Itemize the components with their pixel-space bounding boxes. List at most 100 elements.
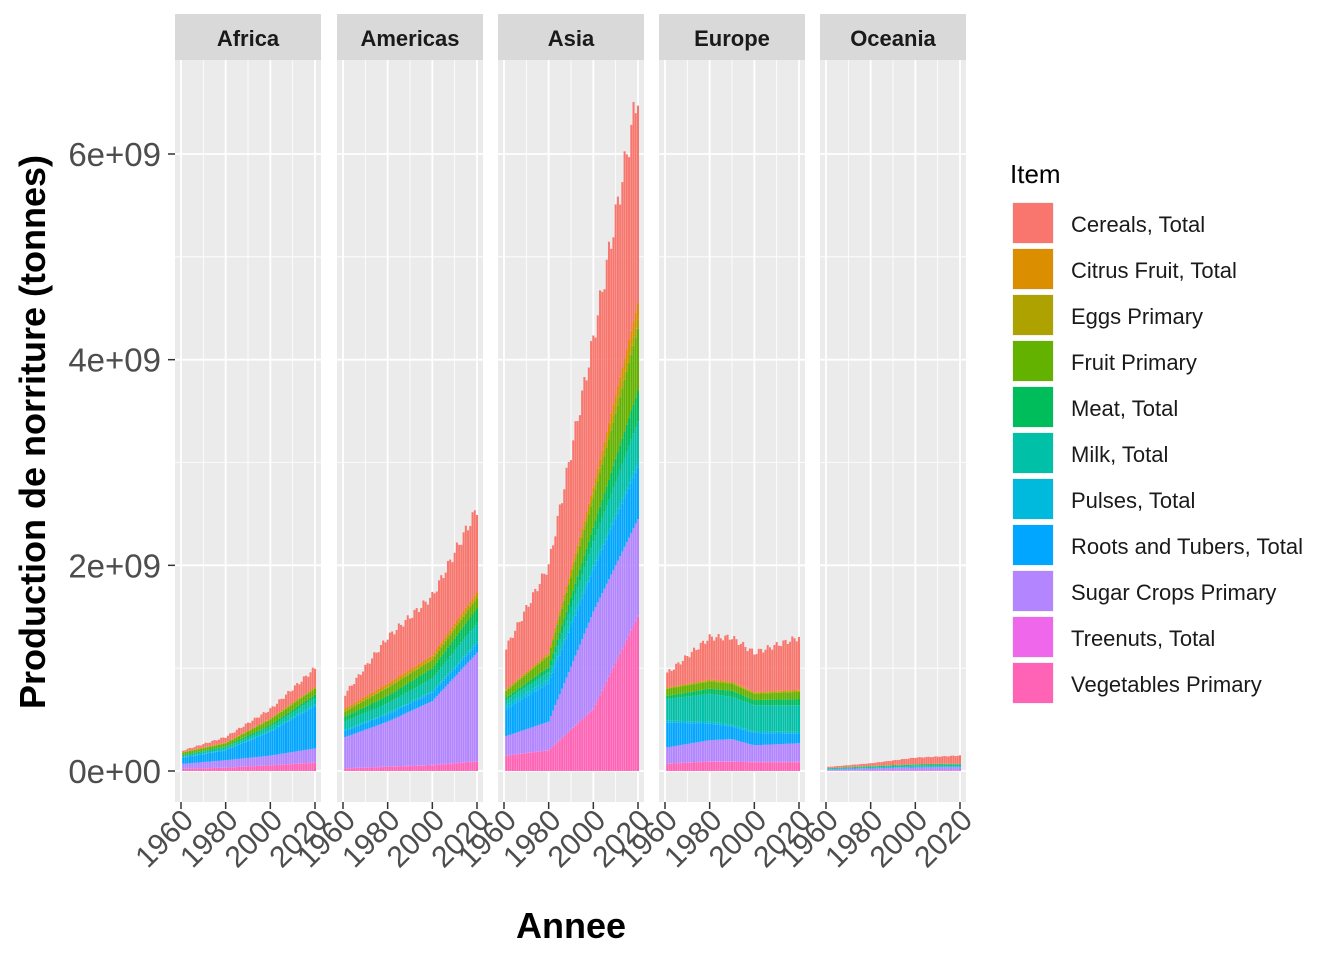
bar-segment-sugar-crops-primary: [532, 727, 534, 752]
bar-segment-pulses-total: [225, 750, 227, 751]
bar-segment-cereals-total: [742, 642, 744, 687]
bar-segment-citrus-fruit-total: [429, 657, 431, 661]
bar-segment-roots-and-tubers-total: [673, 723, 675, 746]
bar-segment-citrus-fruit-total: [301, 696, 303, 697]
bar-segment-pulses-total: [209, 752, 211, 753]
bar-segment-meat-total: [214, 749, 216, 750]
bar-segment-treenuts-total: [612, 667, 614, 668]
bar-segment-vegetables-primary: [287, 764, 289, 771]
bar-segment-milk-total: [782, 705, 784, 732]
bar-segment-vegetables-primary: [413, 766, 415, 771]
bar-segment-milk-total: [668, 699, 670, 721]
bar-segment-meat-total: [937, 764, 939, 765]
bar-segment-sugar-crops-primary: [791, 744, 793, 762]
bar-segment-roots-and-tubers-total: [912, 767, 914, 768]
bar-segment-sugar-crops-primary: [856, 769, 858, 771]
bar-segment-sugar-crops-primary: [709, 740, 711, 761]
bar-segment-roots-and-tubers-total: [269, 732, 271, 756]
bar-segment-roots-and-tubers-total: [505, 709, 507, 736]
bar-segment-citrus-fruit-total: [691, 683, 693, 684]
bar-segment-sugar-crops-primary: [269, 756, 271, 766]
bar-segment-citrus-fruit-total: [762, 692, 764, 693]
bar-segment-eggs-primary: [700, 682, 702, 683]
bar-segment-citrus-fruit-total: [769, 691, 771, 692]
bar-segment-eggs-primary: [577, 550, 579, 554]
bar-segment-eggs-primary: [601, 459, 603, 465]
bar-segment-meat-total: [615, 459, 617, 482]
bar-segment-eggs-primary: [472, 603, 474, 605]
bar-segment-pulses-total: [220, 750, 222, 751]
bar-segment-vegetables-primary: [416, 766, 418, 771]
bar-segment-cereals-total: [443, 578, 445, 639]
bar-segment-citrus-fruit-total: [789, 690, 791, 691]
bar-segment-cereals-total: [937, 757, 939, 764]
bar-segment-cereals-total: [959, 755, 961, 763]
bar-segment-citrus-fruit-total: [548, 653, 550, 655]
bar-segment-milk-total: [735, 699, 737, 726]
bar-segment-cereals-total: [863, 764, 865, 766]
bar-segment-sugar-crops-primary: [552, 711, 554, 746]
bar-segment-fruit-primary: [528, 672, 530, 681]
bar-segment-citrus-fruit-total: [700, 681, 702, 682]
bar-segment-meat-total: [628, 418, 630, 446]
bar-segment-eggs-primary: [373, 694, 375, 695]
bar-segment-sugar-crops-primary: [512, 734, 514, 755]
bar-segment-milk-total: [245, 738, 247, 741]
bar-segment-sugar-crops-primary: [718, 740, 720, 762]
bar-segment-roots-and-tubers-total: [583, 593, 585, 634]
bar-segment-roots-and-tubers-total: [369, 721, 371, 728]
bar-segment-milk-total: [762, 705, 764, 731]
bar-segment-cereals-total: [744, 647, 746, 688]
bar-segment-pulses-total: [247, 740, 249, 741]
bar-segment-fruit-primary: [312, 690, 314, 696]
bar-segment-cereals-total: [411, 618, 413, 668]
bar-segment-cereals-total: [908, 759, 910, 765]
bar-segment-sugar-crops-primary: [505, 736, 507, 755]
bar-segment-eggs-primary: [595, 485, 597, 490]
bar-segment-pulses-total: [727, 724, 729, 726]
bar-segment-sugar-crops-primary: [952, 767, 954, 770]
bar-segment-milk-total: [416, 687, 418, 699]
bar-segment-milk-total: [519, 691, 521, 697]
bar-segment-cereals-total: [198, 745, 200, 748]
bar-segment-citrus-fruit-total: [278, 712, 280, 713]
bar-segment-citrus-fruit-total: [525, 672, 527, 674]
bar-segment-fruit-primary: [619, 397, 621, 446]
bar-segment-fruit-primary: [202, 748, 204, 751]
bar-segment-citrus-fruit-total: [760, 692, 762, 693]
bar-segment-citrus-fruit-total: [449, 630, 451, 634]
bar-segment-fruit-primary: [563, 601, 565, 618]
bar-segment-eggs-primary: [559, 614, 561, 616]
bar-segment-roots-and-tubers-total: [254, 738, 256, 757]
bar-segment-pulses-total: [451, 669, 453, 671]
bar-segment-vegetables-primary: [957, 770, 959, 771]
bar-segment-sugar-crops-primary: [751, 745, 753, 762]
bar-segment-pulses-total: [301, 712, 303, 714]
bar-segment-meat-total: [355, 711, 357, 717]
bar-segment-meat-total: [405, 685, 407, 693]
bar-segment-meat-total: [187, 754, 189, 755]
bar-segment-milk-total: [227, 746, 229, 748]
bar-segment-fruit-primary: [305, 695, 307, 701]
bar-segment-sugar-crops-primary: [207, 762, 209, 768]
bar-segment-milk-total: [921, 765, 923, 766]
bar-segment-vegetables-primary: [263, 766, 265, 771]
bar-segment-vegetables-primary: [514, 754, 516, 771]
bar-segment-vegetables-primary: [296, 764, 298, 771]
bar-segment-cereals-total: [420, 608, 422, 662]
bar-segment-cereals-total: [715, 637, 717, 680]
bar-segment-roots-and-tubers-total: [926, 767, 928, 768]
bar-segment-milk-total: [767, 705, 769, 731]
bar-segment-sugar-crops-primary: [376, 726, 378, 767]
bar-segment-milk-total: [590, 548, 592, 571]
bar-segment-roots-and-tubers-total: [214, 752, 216, 761]
bar-segment-pulses-total: [539, 684, 541, 689]
bar-segment-roots-and-tubers-total: [472, 649, 474, 657]
bar-segment-vegetables-primary: [532, 752, 534, 771]
bar-segment-cereals-total: [344, 696, 346, 708]
bar-segment-milk-total: [251, 735, 253, 738]
bar-segment-fruit-primary: [405, 677, 407, 685]
bar-segment-vegetables-primary: [693, 763, 695, 772]
bar-segment-sugar-crops-primary: [436, 696, 438, 764]
bar-segment-milk-total: [834, 768, 836, 769]
